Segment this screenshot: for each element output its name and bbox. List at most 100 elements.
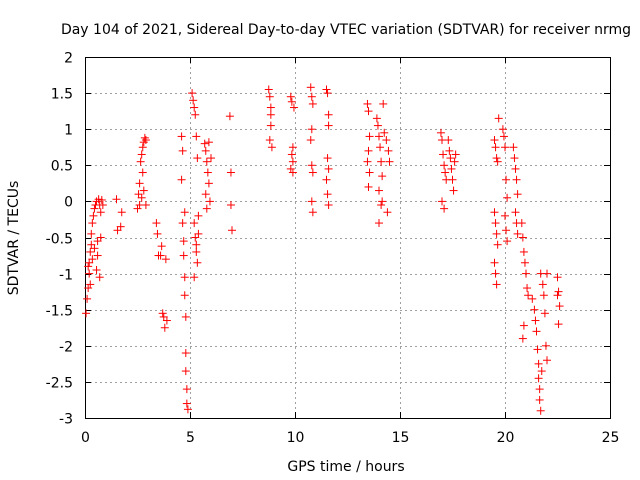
y-tick-label: -2 (59, 340, 73, 356)
y-tick-label: -1.5 (46, 304, 73, 320)
data-point (438, 197, 446, 206)
data-point (266, 103, 275, 112)
y-tick-label: 0 (64, 195, 73, 211)
data-point (439, 150, 448, 159)
data-point (503, 193, 512, 202)
data-point (207, 154, 215, 163)
y-tick-label: 1 (64, 123, 73, 139)
data-point (517, 219, 526, 228)
data-point (180, 291, 189, 300)
data-point (520, 258, 529, 267)
data-point (555, 302, 564, 311)
data-point (183, 405, 192, 414)
data-point (553, 291, 562, 300)
x-axis-label: GPS time / hours (287, 459, 404, 475)
data-point (200, 139, 209, 148)
data-point (84, 262, 93, 271)
data-point (383, 208, 392, 217)
data-point (140, 133, 149, 142)
data-point (180, 273, 189, 282)
data-point (377, 201, 386, 210)
data-point (501, 143, 509, 152)
data-point (141, 201, 150, 210)
data-point (491, 269, 500, 278)
data-point (502, 226, 511, 235)
data-point (201, 146, 210, 155)
y-tick-label: -0.5 (46, 232, 73, 248)
data-point (158, 309, 167, 318)
data-point (441, 168, 450, 177)
data-point (372, 114, 381, 123)
data-point (306, 83, 315, 92)
data-point (377, 157, 386, 166)
data-point (492, 154, 501, 163)
data-point (322, 175, 331, 184)
data-point (190, 273, 199, 282)
data-point (162, 316, 171, 325)
data-point (512, 175, 521, 184)
data-point (96, 233, 105, 242)
data-point (524, 291, 533, 300)
data-point (440, 204, 449, 213)
axis-ticks: -3-2.5-2-1.5-1-0.500.511.520 5 10 15 20 25 (46, 51, 620, 447)
data-point (141, 136, 150, 145)
data-point (492, 280, 501, 289)
data-point (83, 294, 92, 303)
data-point (181, 349, 190, 358)
data-point (536, 406, 545, 415)
data-point (138, 143, 147, 152)
data-point (554, 287, 563, 296)
data-point (97, 195, 106, 204)
data-point (95, 273, 104, 282)
data-point (324, 121, 333, 130)
data-point (530, 305, 539, 314)
data-point (379, 99, 388, 108)
data-point (288, 143, 297, 152)
data-point (288, 168, 297, 177)
data-point (161, 255, 170, 264)
data-point (385, 157, 394, 166)
data-point (490, 258, 499, 267)
data-point (286, 92, 295, 101)
data-point (509, 143, 518, 152)
data-point (323, 190, 332, 199)
data-point (324, 110, 333, 119)
data-point (447, 164, 456, 173)
y-tick-label: 1.5 (51, 87, 73, 103)
data-point (90, 204, 99, 213)
y-tick-label: -1 (59, 268, 73, 284)
data-point (503, 237, 512, 246)
data-point (194, 229, 203, 238)
data-point (192, 247, 201, 256)
data-point (382, 136, 391, 145)
chart-title: Day 104 of 2021, Sidereal Day-to-day VTE… (61, 22, 631, 38)
data-point (522, 269, 530, 278)
data-point (289, 103, 298, 112)
data-point (189, 96, 198, 105)
data-point (365, 132, 374, 141)
data-point (501, 211, 509, 220)
data-point (191, 110, 200, 119)
data-point (192, 132, 201, 141)
data-points (82, 83, 564, 415)
data-point (491, 143, 500, 152)
data-point (265, 136, 274, 145)
data-point (226, 168, 235, 177)
data-point (365, 168, 374, 177)
data-point (323, 89, 332, 98)
x-tick-label: 20 (497, 430, 515, 446)
data-point (523, 284, 532, 293)
data-point (190, 103, 199, 112)
data-point (449, 186, 458, 195)
data-point (307, 197, 316, 206)
data-point (543, 356, 551, 365)
data-point (436, 128, 445, 137)
data-point (535, 395, 544, 404)
data-point (528, 294, 537, 303)
data-point (98, 201, 107, 210)
data-point (519, 321, 528, 330)
data-point (157, 242, 166, 251)
data-point (510, 154, 519, 163)
data-point (88, 219, 97, 228)
